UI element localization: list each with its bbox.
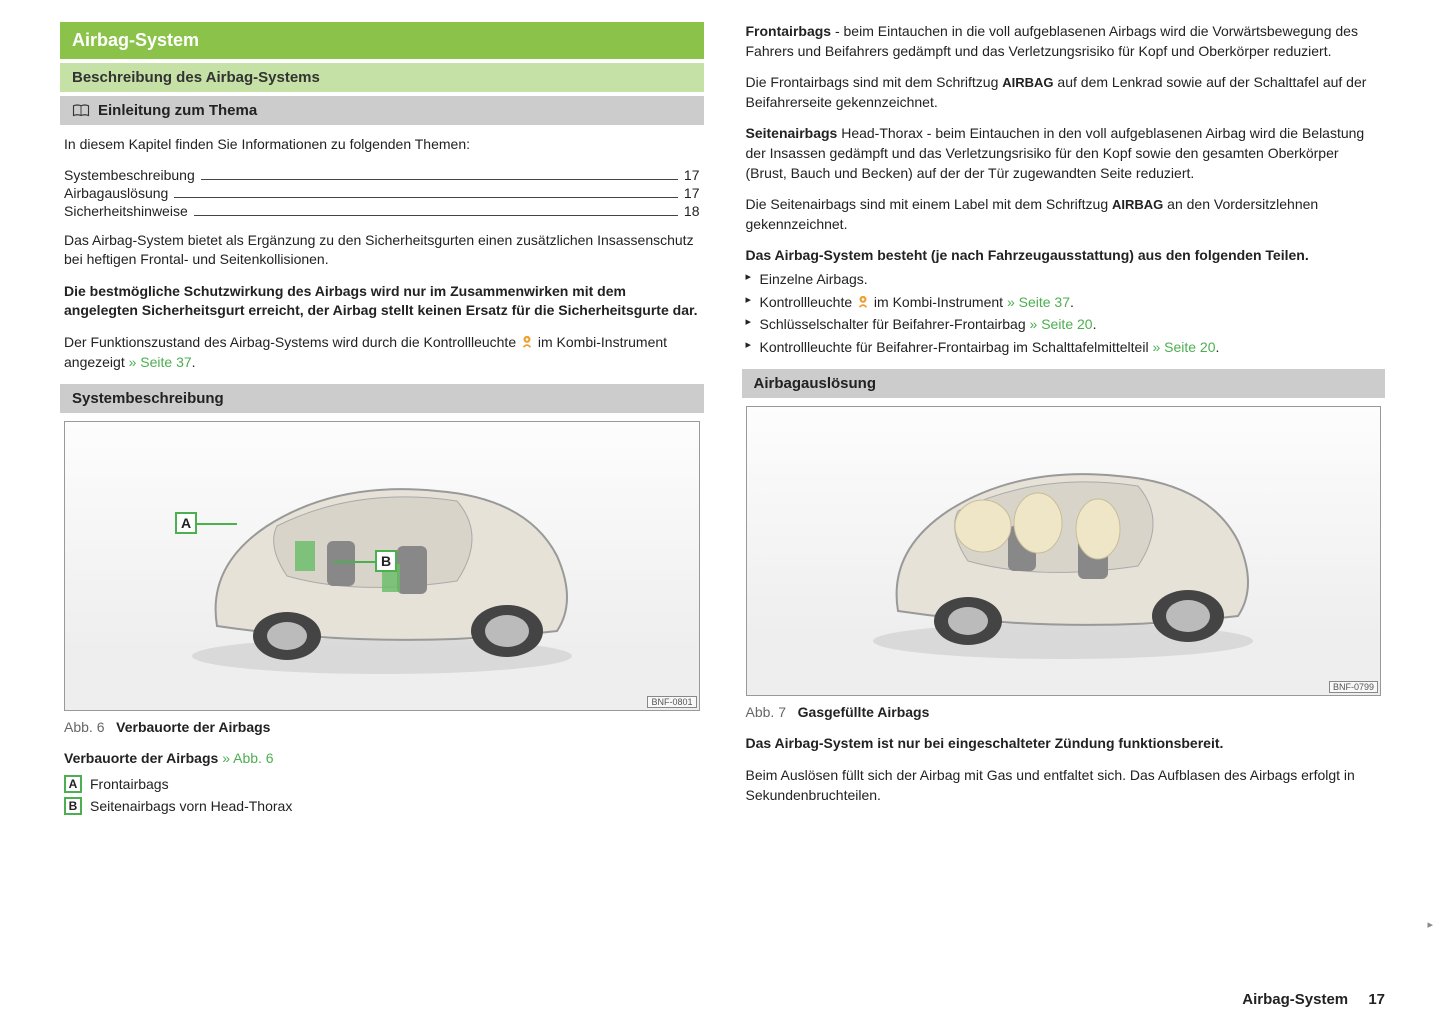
callout-b: B [375,550,397,572]
legend-text: Seitenairbags vorn Head-Thorax [90,798,292,814]
legend-item: A Frontairbags [64,775,700,793]
caption-title: Gasgefüllte Airbags [798,704,930,720]
text-lead: Frontairbags [746,23,832,39]
toc-leader [174,197,678,198]
text-run: im Kombi-Instrument [874,294,1007,310]
book-icon [72,104,90,118]
toc-page: 17 [684,167,700,183]
toc-label: Systembeschreibung [64,167,195,183]
components-list: Einzelne Airbags. Kontrollleuchte im Kom… [742,270,1386,357]
airbag-warning-icon [520,335,534,349]
footer-title: Airbag-System [1242,991,1348,1008]
toc-page: 18 [684,203,700,219]
intro-text: In diesem Kapitel finden Sie Information… [60,135,704,155]
toc-row: Sicherheitshinweise 18 [64,203,700,219]
text-lead: Seitenairbags [746,125,838,141]
text-run: Die Frontairbags sind mit dem Schriftzug [746,74,1003,90]
airbag-wordmark: AIRBAG [1002,75,1053,90]
right-column: Frontairbags - beim Eintauchen in die vo… [742,22,1386,819]
figure-caption: Abb. 6 Verbauorte der Airbags [64,719,700,735]
text-run: - beim Eintauchen in die voll aufgeblase… [746,23,1358,59]
intro-heading-text: Einleitung zum Thema [98,102,257,119]
paragraph: Der Funktionszustand des Airbag-Systems … [60,333,704,372]
text-run: . [1070,294,1074,310]
text-run: Head-Thorax - beim Eintauchen in den vol… [746,125,1365,180]
paragraph: Frontairbags - beim Eintauchen in die vo… [742,22,1386,61]
heading-level-3: Einleitung zum Thema [60,96,704,125]
legend-key-a: A [64,775,82,793]
caption-abb: Abb. 7 [746,704,786,720]
left-column: Airbag-System Beschreibung des Airbag-Sy… [60,22,704,819]
section-heading: Systembeschreibung [60,384,704,413]
list-item: Kontrollleuchte im Kombi-Instrument » Se… [746,293,1382,313]
airbag-wordmark: AIRBAG [1112,197,1163,212]
text-run: . [192,354,196,370]
toc-label: Sicherheitshinweise [64,203,188,219]
toc-page: 17 [684,185,700,201]
text-run: Schlüsselschalter für Beifahrer-Frontair… [760,316,1030,332]
page-link[interactable]: » Seite 37 [129,354,192,370]
paragraph: Seitenairbags Head-Thorax - beim Eintauc… [742,124,1386,183]
caption-abb: Abb. 6 [64,719,104,735]
components-heading: Das Airbag-System besteht (je nach Fahrz… [742,246,1386,266]
paragraph: Beim Auslösen füllt sich der Airbag mit … [742,766,1386,805]
text-run: Einzelne Airbags. [760,271,868,287]
figure-code: BNF-0801 [647,696,696,708]
callout-line [197,523,237,525]
section-heading: Airbagauslösung [742,369,1386,398]
text-run: . [1093,316,1097,332]
heading-level-1: Airbag-System [60,22,704,59]
footer-page-number: 17 [1368,991,1385,1008]
toc-label: Airbagauslösung [64,185,168,201]
page-link[interactable]: » Seite 20 [1152,339,1215,355]
toc-row: Airbagauslösung 17 [64,185,700,201]
page-footer: Airbag-System 17 [1242,991,1385,1008]
text-run: Die Seitenairbags sind mit einem Label m… [746,196,1113,212]
vehicle-illustration [838,431,1288,671]
figure-6: A B BNF-0801 [64,421,700,711]
callout-a: A [175,512,197,534]
toc-leader [194,215,678,216]
callout-line [333,561,375,563]
paragraph: Das Airbag-System bietet als Ergänzung z… [60,231,704,270]
caption-title: Verbauorte der Airbags [116,719,270,735]
text-run: . [1216,339,1220,355]
legend-text: Frontairbags [90,776,169,792]
figure-code: BNF-0799 [1329,681,1378,693]
legend-item: B Seitenairbags vorn Head-Thorax [64,797,700,815]
table-of-contents: Systembeschreibung 17 Airbagauslösung 17… [60,167,704,219]
legend-list: A Frontairbags B Seitenairbags vorn Head… [60,775,704,815]
text-run: Der Funktionszustand des Airbag-Systems … [64,334,520,350]
text-run: Verbauorte der Airbags [64,750,222,766]
figure-link[interactable]: » Abb. 6 [222,750,273,766]
page-link[interactable]: » Seite 37 [1007,294,1070,310]
paragraph: Die Seitenairbags sind mit einem Label m… [742,195,1386,234]
heading-level-2: Beschreibung des Airbag-Systems [60,63,704,92]
paragraph-bold: Die bestmögliche Schutzwirkung des Airba… [60,282,704,321]
continuation-indicator-icon: ▸ [1427,918,1433,931]
page-link[interactable]: » Seite 20 [1030,316,1093,332]
list-item: Einzelne Airbags. [746,270,1382,290]
list-item: Kontrollleuchte für Beifahrer-Frontairba… [746,338,1382,358]
text-run: Kontrollleuchte für Beifahrer-Frontairba… [760,339,1153,355]
paragraph: Die Frontairbags sind mit dem Schriftzug… [742,73,1386,112]
legend-key-b: B [64,797,82,815]
figure-7: BNF-0799 [746,406,1382,696]
key-heading: Verbauorte der Airbags » Abb. 6 [60,749,704,769]
toc-leader [201,179,678,180]
figure-caption: Abb. 7 Gasgefüllte Airbags [746,704,1382,720]
list-item: Schlüsselschalter für Beifahrer-Frontair… [746,315,1382,335]
toc-row: Systembeschreibung 17 [64,167,700,183]
text-run: Kontrollleuchte [760,294,857,310]
paragraph-bold: Das Airbag-System ist nur bei eingeschal… [742,734,1386,754]
airbag-warning-icon [856,295,870,309]
